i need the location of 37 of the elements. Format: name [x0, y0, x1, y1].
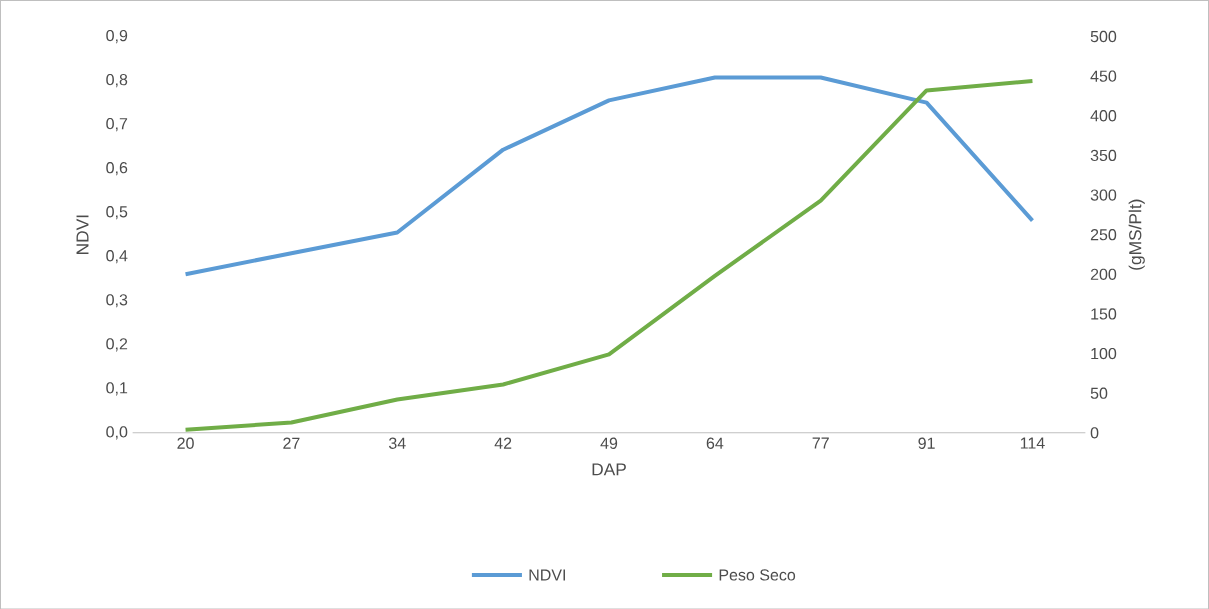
y2-tick-label: 50: [1090, 387, 1108, 399]
y2-tick-label: 350: [1090, 149, 1117, 161]
y2-tick-label: 300: [1090, 189, 1117, 201]
y2-axis-title: (gMS/Plt): [1128, 199, 1145, 270]
y2-tick-label: 100: [1091, 347, 1117, 359]
x-tick-label: 34: [388, 437, 406, 449]
y-tick-label: 0,8: [106, 73, 128, 87]
x-axis-title: DAP: [592, 463, 626, 476]
y2-tick-label: 500: [1090, 30, 1117, 42]
x-tick-label: 114: [1020, 437, 1045, 449]
y-tick-label: 0,9: [106, 29, 128, 43]
x-tick-label: 20: [177, 437, 194, 449]
x-tick-label: 42: [494, 437, 512, 449]
legend-label: Peso Seco: [719, 569, 796, 581]
y-tick-label: 0,1: [106, 381, 128, 396]
y-tick-label: 0,0: [106, 426, 128, 440]
y-tick-label: 0,2: [106, 337, 128, 352]
x-tick-label: 49: [600, 437, 618, 449]
y-tick-label: 0,6: [106, 161, 128, 176]
y2-tick-label: 200: [1090, 268, 1117, 280]
x-tick-label: 91: [918, 437, 935, 449]
y-tick-label: 0,5: [106, 205, 128, 220]
y2-tick-label: 150: [1091, 308, 1117, 320]
y2-tick-label: 400: [1090, 109, 1117, 122]
y-tick-label: 0,7: [106, 117, 128, 131]
y-axis-title: NDVI: [76, 215, 89, 254]
x-tick-label: 27: [283, 437, 300, 449]
y-tick-label: 0,4: [106, 249, 128, 264]
line-series: [183, 75, 1035, 277]
y2-tick-label: 450: [1090, 70, 1117, 82]
legend-label: NDVI: [529, 569, 565, 581]
x-tick-label: 77: [812, 437, 829, 449]
y2-tick-label: 250: [1090, 228, 1117, 241]
y2-tick-label: 0: [1090, 426, 1099, 439]
x-tick-label: 64: [706, 437, 724, 449]
line-series: [183, 78, 1035, 432]
y-tick-label: 0,3: [106, 293, 128, 308]
